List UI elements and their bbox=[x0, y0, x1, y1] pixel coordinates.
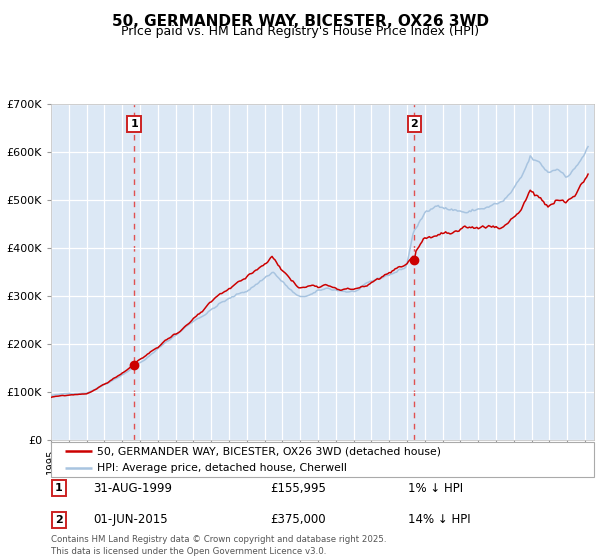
Text: £155,995: £155,995 bbox=[270, 482, 326, 495]
Text: Price paid vs. HM Land Registry's House Price Index (HPI): Price paid vs. HM Land Registry's House … bbox=[121, 25, 479, 38]
FancyBboxPatch shape bbox=[51, 442, 594, 477]
Text: 14% ↓ HPI: 14% ↓ HPI bbox=[408, 513, 470, 526]
Text: 1: 1 bbox=[130, 119, 138, 129]
Text: 50, GERMANDER WAY, BICESTER, OX26 3WD (detached house): 50, GERMANDER WAY, BICESTER, OX26 3WD (d… bbox=[97, 446, 441, 456]
Text: 2: 2 bbox=[55, 515, 62, 525]
Text: 1% ↓ HPI: 1% ↓ HPI bbox=[408, 482, 463, 495]
Text: £375,000: £375,000 bbox=[270, 513, 326, 526]
Text: 1: 1 bbox=[55, 483, 62, 493]
Text: HPI: Average price, detached house, Cherwell: HPI: Average price, detached house, Cher… bbox=[97, 463, 347, 473]
Text: 31-AUG-1999: 31-AUG-1999 bbox=[93, 482, 172, 495]
Text: 2: 2 bbox=[410, 119, 418, 129]
Text: 01-JUN-2015: 01-JUN-2015 bbox=[93, 513, 167, 526]
Text: Contains HM Land Registry data © Crown copyright and database right 2025.
This d: Contains HM Land Registry data © Crown c… bbox=[51, 535, 386, 556]
Text: 50, GERMANDER WAY, BICESTER, OX26 3WD: 50, GERMANDER WAY, BICESTER, OX26 3WD bbox=[112, 14, 488, 29]
